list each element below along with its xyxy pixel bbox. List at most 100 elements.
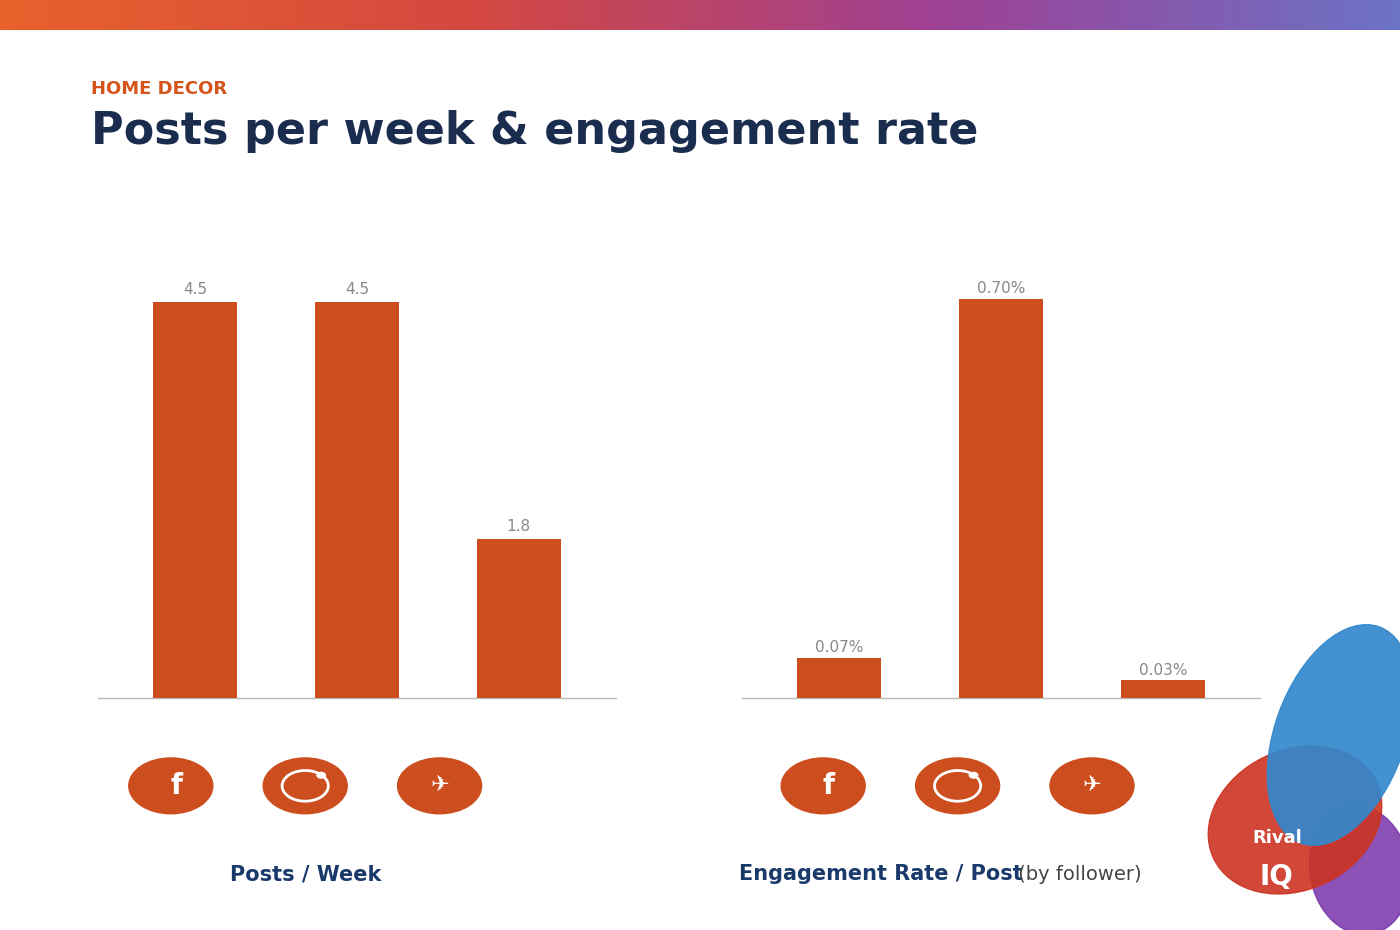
Bar [469,0,476,30]
Bar [630,0,637,30]
Bar [588,0,595,30]
Bar [672,0,679,30]
Bar [679,0,686,30]
Bar [1253,0,1260,30]
Bar [1029,0,1036,30]
Bar [483,0,490,30]
Bar [833,0,840,30]
Bar [119,0,126,30]
Bar [1064,0,1071,30]
Text: ✈: ✈ [430,776,449,796]
Bar [378,0,385,30]
Bar [1036,0,1043,30]
Bar [301,0,308,30]
Bar [441,0,448,30]
Bar [581,0,588,30]
Bar [539,0,546,30]
Bar [245,0,252,30]
Bar [1106,0,1113,30]
Bar [805,0,812,30]
Bar [777,0,784,30]
Bar [560,0,567,30]
Bar [574,0,581,30]
Bar [854,0,861,30]
Bar [77,0,84,30]
Text: 0.07%: 0.07% [815,640,864,655]
Bar [595,0,602,30]
Bar [784,0,791,30]
Bar [756,0,763,30]
Bar [399,0,406,30]
Bar [224,0,231,30]
Bar [1148,0,1155,30]
Bar [1022,0,1029,30]
Bar [308,0,315,30]
Bar [1239,0,1246,30]
Bar [28,0,35,30]
Bar [980,0,987,30]
Bar [518,0,525,30]
Bar [714,0,721,30]
Bar [623,0,630,30]
Bar [665,0,672,30]
Bar [819,0,826,30]
Bar [182,0,189,30]
Bar [903,0,910,30]
Bar [14,0,21,30]
Bar [196,0,203,30]
Bar [1211,0,1218,30]
Bar [1309,0,1316,30]
Bar [49,0,56,30]
Bar [7,0,14,30]
Bar [987,0,994,30]
Bar [700,0,707,30]
Bar [917,0,924,30]
Bar [63,0,70,30]
Bar [994,0,1001,30]
Text: Engagement Rate / Post: Engagement Rate / Post [739,864,1022,884]
Bar [1190,0,1197,30]
Bar [651,0,658,30]
Bar [1386,0,1393,30]
Bar [1050,0,1057,30]
Bar [133,0,140,30]
Ellipse shape [1267,625,1400,845]
Bar [1162,0,1169,30]
Bar [1365,0,1372,30]
Bar [511,0,518,30]
Bar [686,0,693,30]
Text: f: f [823,772,834,800]
Bar [140,0,147,30]
Bar [910,0,917,30]
Bar [966,0,973,30]
Bar [1246,0,1253,30]
Text: f: f [171,772,182,800]
Bar [1078,0,1085,30]
Bar [350,0,357,30]
Bar [1113,0,1120,30]
Bar [525,0,532,30]
Bar [1141,0,1148,30]
Bar [1232,0,1239,30]
Bar [434,0,441,30]
Bar [329,0,336,30]
Bar [84,0,91,30]
Bar [154,0,161,30]
Bar [889,0,896,30]
Bar [973,0,980,30]
Text: 4.5: 4.5 [183,282,207,297]
Bar [112,0,119,30]
Bar [735,0,742,30]
Bar [1001,0,1008,30]
Bar [826,0,833,30]
Bar [959,299,1043,698]
Bar [273,0,280,30]
Text: IQ: IQ [1260,863,1294,891]
Bar [840,0,847,30]
Bar [147,0,154,30]
Text: 1.8: 1.8 [507,519,531,534]
Bar [1393,0,1400,30]
Bar [1204,0,1211,30]
Bar [357,0,364,30]
Bar [602,0,609,30]
